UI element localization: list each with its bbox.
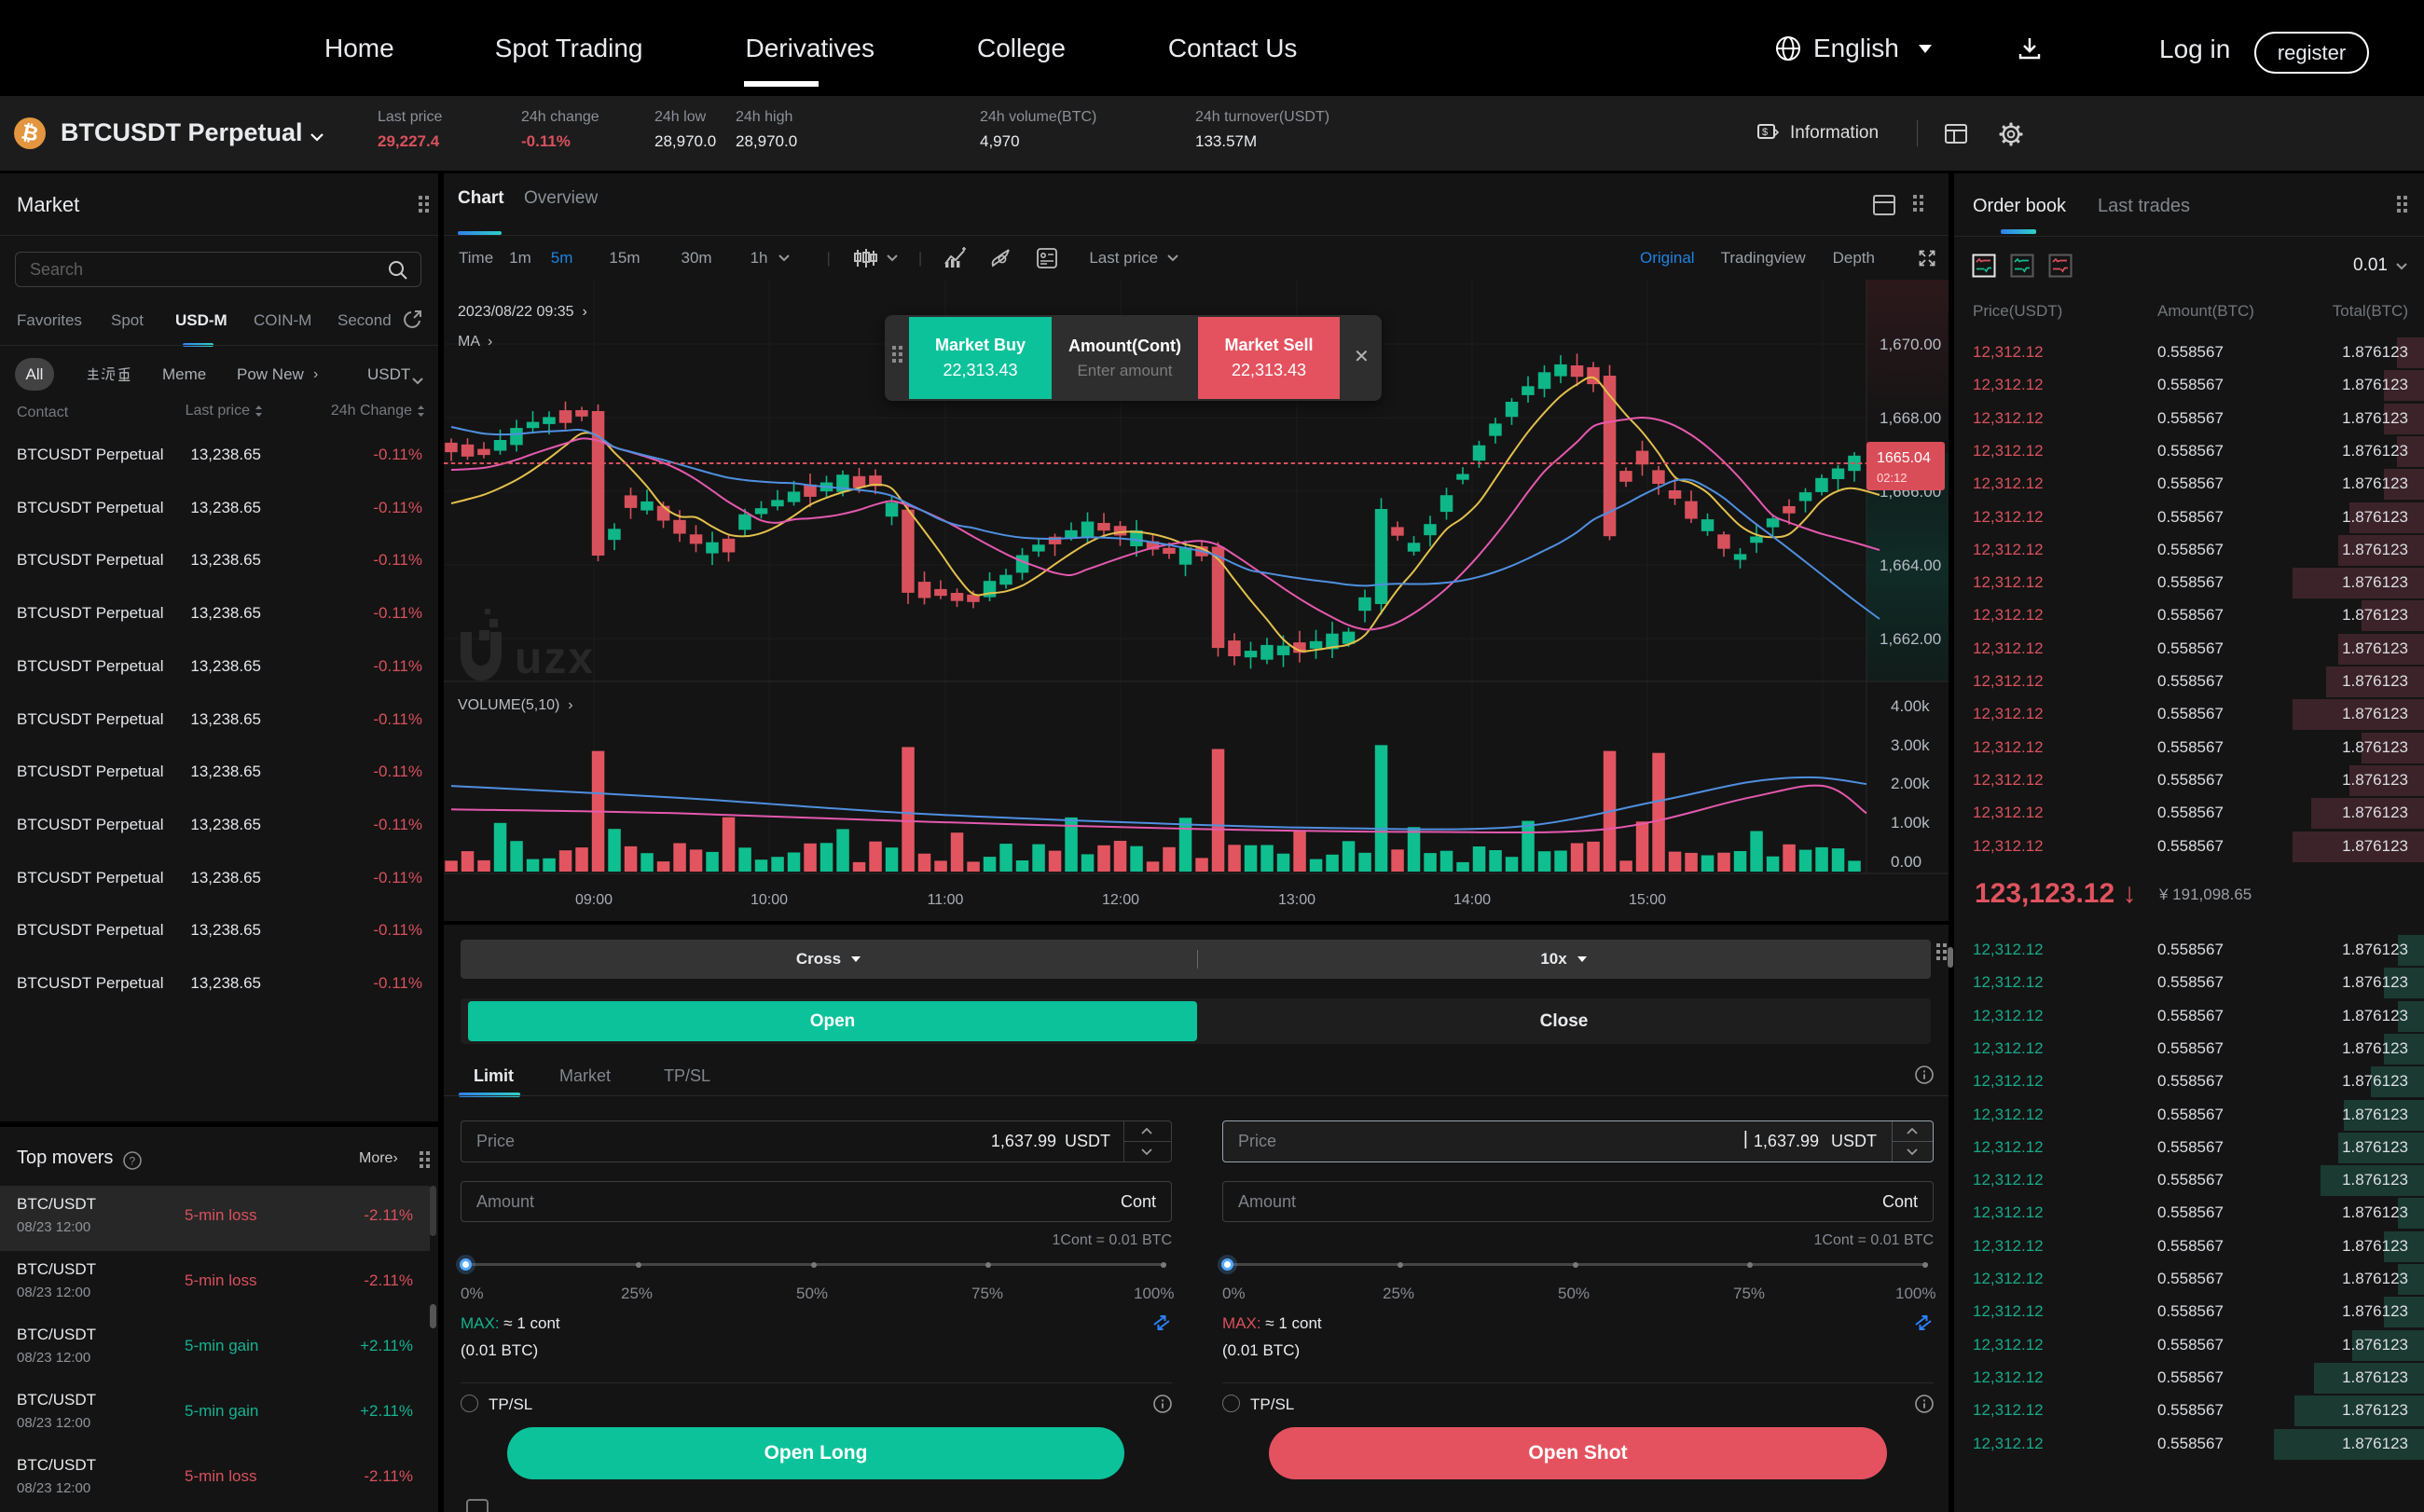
svg-text:uzx: uzx — [515, 634, 595, 683]
svg-text:15:00: 15:00 — [1629, 892, 1666, 908]
svg-text:0.00: 0.00 — [1891, 853, 1921, 871]
svg-text:11:00: 11:00 — [928, 892, 964, 908]
svg-text:4.00k: 4.00k — [1891, 697, 1930, 715]
svg-text:2.00k: 2.00k — [1891, 775, 1930, 792]
svg-text:09:00: 09:00 — [575, 892, 613, 908]
svg-text:1,664.00: 1,664.00 — [1880, 557, 1941, 574]
svg-text:3.00k: 3.00k — [1891, 736, 1930, 754]
svg-text:02:12: 02:12 — [1877, 471, 1908, 485]
svg-text:1.00k: 1.00k — [1891, 814, 1930, 832]
svg-text:?: ? — [130, 1155, 136, 1168]
svg-text:1,662.00: 1,662.00 — [1880, 630, 1941, 648]
svg-text:$: $ — [1762, 127, 1768, 138]
svg-text:12:00: 12:00 — [1102, 892, 1139, 908]
svg-text:1,668.00: 1,668.00 — [1880, 409, 1941, 427]
svg-text:14:00: 14:00 — [1453, 892, 1491, 908]
svg-text:10:00: 10:00 — [751, 892, 788, 908]
svg-text:13:00: 13:00 — [1278, 892, 1315, 908]
svg-text:1,670.00: 1,670.00 — [1880, 336, 1941, 353]
svg-text:1665.04: 1665.04 — [1877, 450, 1931, 466]
